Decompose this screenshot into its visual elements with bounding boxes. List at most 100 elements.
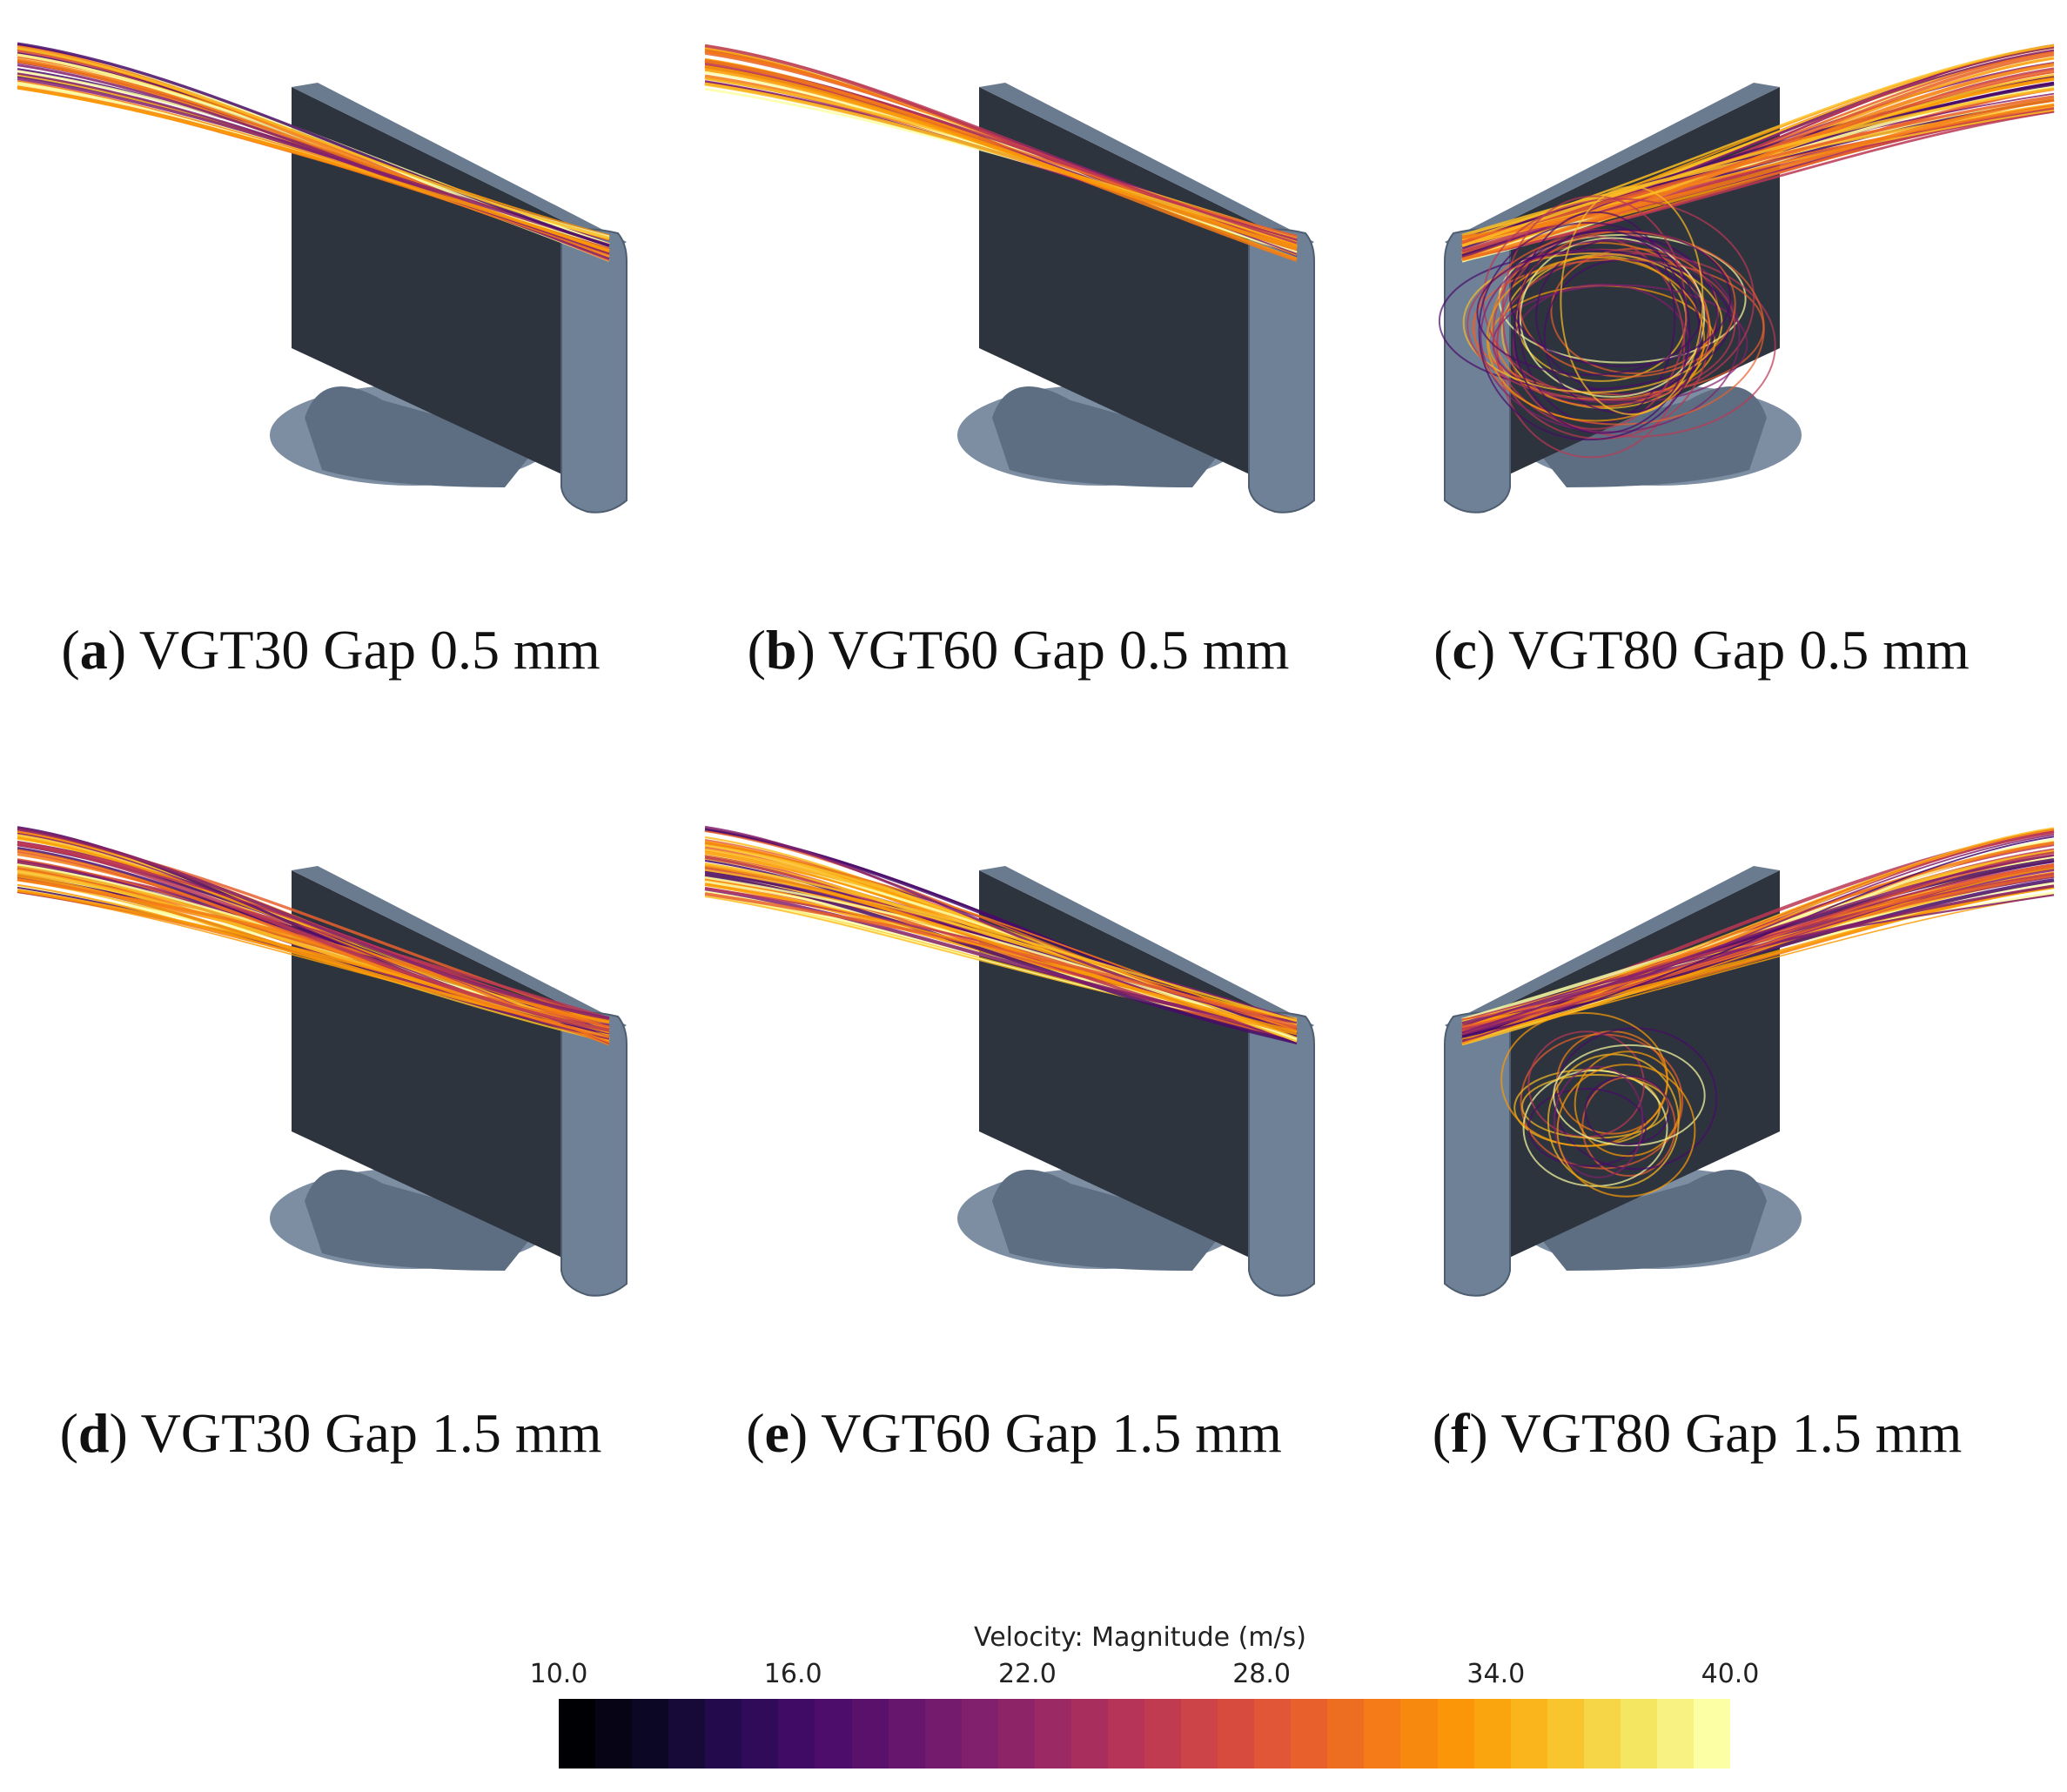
vortex-streamline [1501,195,1688,430]
colorbar-band [1547,1699,1584,1769]
colorbar-band [632,1699,669,1769]
streamlines [17,42,610,262]
colorbar-tick-label: 34.0 [1466,1659,1526,1689]
colorbar-band [815,1699,852,1769]
streamline [704,886,1298,1032]
vortex-generator-scene [704,825,1315,1297]
caption-text: VGT60 Gap 0.5 mm [828,619,1290,681]
vortex-streamline [1584,1075,1670,1146]
colorbar-band [888,1699,925,1769]
caption-paren: ( [747,619,766,681]
streamline [1461,44,2055,241]
colorbar-band [961,1699,998,1769]
streamline-panel-c [1393,35,2055,592]
colorbar-band [1400,1699,1438,1769]
colorbar-band [1620,1699,1657,1769]
colorbar-band [851,1699,889,1769]
streamline [704,64,1298,251]
streamline [704,883,1298,1033]
vg-base-shadow [305,1170,540,1271]
colorbar-band [778,1699,815,1769]
caption-text: VGT60 Gap 1.5 mm [821,1402,1282,1464]
caption-paren: ( [59,1402,78,1464]
caption-text: VGT80 Gap 0.5 mm [1508,619,1970,681]
streamline [704,876,1298,1041]
streamline [1461,97,2055,239]
streamline [17,47,610,240]
streamline-render [17,42,627,513]
colorbar-title: Velocity: Magnitude (m/s) [974,1622,1306,1653]
vortex-generator-scene [704,44,1315,513]
caption-paren: ) [1476,619,1509,681]
vortex-streamline [1535,236,1719,395]
vortex-streamline [1556,1064,1696,1198]
streamline [1461,854,2055,1034]
colorbar-band [1656,1699,1694,1769]
caption-letter: d [77,1402,110,1464]
caption-text: VGT30 Gap 0.5 mm [138,619,601,681]
streamline [1461,834,2055,1043]
colorbar-tick-label: 28.0 [1232,1659,1291,1689]
streamline [1461,894,2055,1028]
colorbar-band [1510,1699,1547,1769]
colorbar-tick-label: 22.0 [997,1659,1057,1689]
colorbar-band [1473,1699,1511,1769]
streamlines [704,825,1298,1045]
caption-letter: e [764,1402,789,1464]
streamline-render [704,825,1315,1297]
panel-caption-c: (c) VGT80 Gap 0.5 mm [1362,618,2041,682]
streamline [704,862,1298,1023]
colorbar-band [1144,1699,1182,1769]
colorbar-band [1291,1699,1328,1769]
vg-side-face [292,87,618,500]
streamline [17,77,610,247]
streamline [17,42,610,248]
caption-text: VGT80 Gap 1.5 mm [1500,1402,1963,1464]
vortex-streamline [1522,1070,1668,1187]
vg-top-edge [292,83,627,248]
streamline-render [704,44,1315,513]
vortex-streamline [1553,1044,1706,1147]
caption-letter: f [1451,1402,1470,1464]
panel-caption-a: (a) VGT30 Gap 0.5 mm [0,618,670,682]
caption-paren: ) [789,1402,822,1464]
caption-paren: ( [1433,619,1453,681]
streamline [1461,867,2055,1040]
colorbar-band [742,1699,779,1769]
colorbar-band [1583,1699,1621,1769]
vortex-streamline [1554,1065,1644,1178]
colorbar-band [1218,1699,1255,1769]
vortex-generator-scene [1438,44,2055,513]
streamline [704,869,1298,1039]
streamlines [704,44,1298,262]
vg-rounded-end [1445,1012,1510,1296]
caption-paren: ) [1469,1402,1501,1464]
streamline [17,86,610,252]
vg-top-edge [1445,866,1780,1031]
vg-end-outline [560,228,627,513]
streamline [1461,104,2055,245]
panel-caption-b: (b) VGT60 Gap 0.5 mm [679,618,1358,682]
colorbar-band [1034,1699,1071,1769]
colorbar-gradient [559,1699,1730,1769]
vg-side-face [979,87,1305,500]
streamline [1461,110,2055,260]
vg-rounded-end [1249,229,1314,513]
vg-base-shadow [1532,1170,1767,1271]
vg-base-shadow [305,386,540,487]
caption-letter: c [1452,619,1477,681]
vortex-generator-scene [1444,827,2055,1297]
caption-text: VGT30 Gap 1.5 mm [140,1402,602,1464]
caption-letter: b [765,619,797,681]
colorbar-band [1437,1699,1474,1769]
caption-paren: ) [796,619,829,681]
streamline [1461,836,2055,1037]
vortex-streamline [1527,1088,1648,1167]
vg-end-outline [1248,228,1315,513]
vg-rounded-end [1249,1012,1314,1296]
colorbar-band [1327,1699,1365,1769]
streamlines [1438,44,2055,459]
colorbar: Velocity: Magnitude (m/s) 10.0 16.0 22.0 28… [530,1619,1759,1784]
streamline [1461,62,2055,262]
vg-top-edge [292,866,627,1031]
